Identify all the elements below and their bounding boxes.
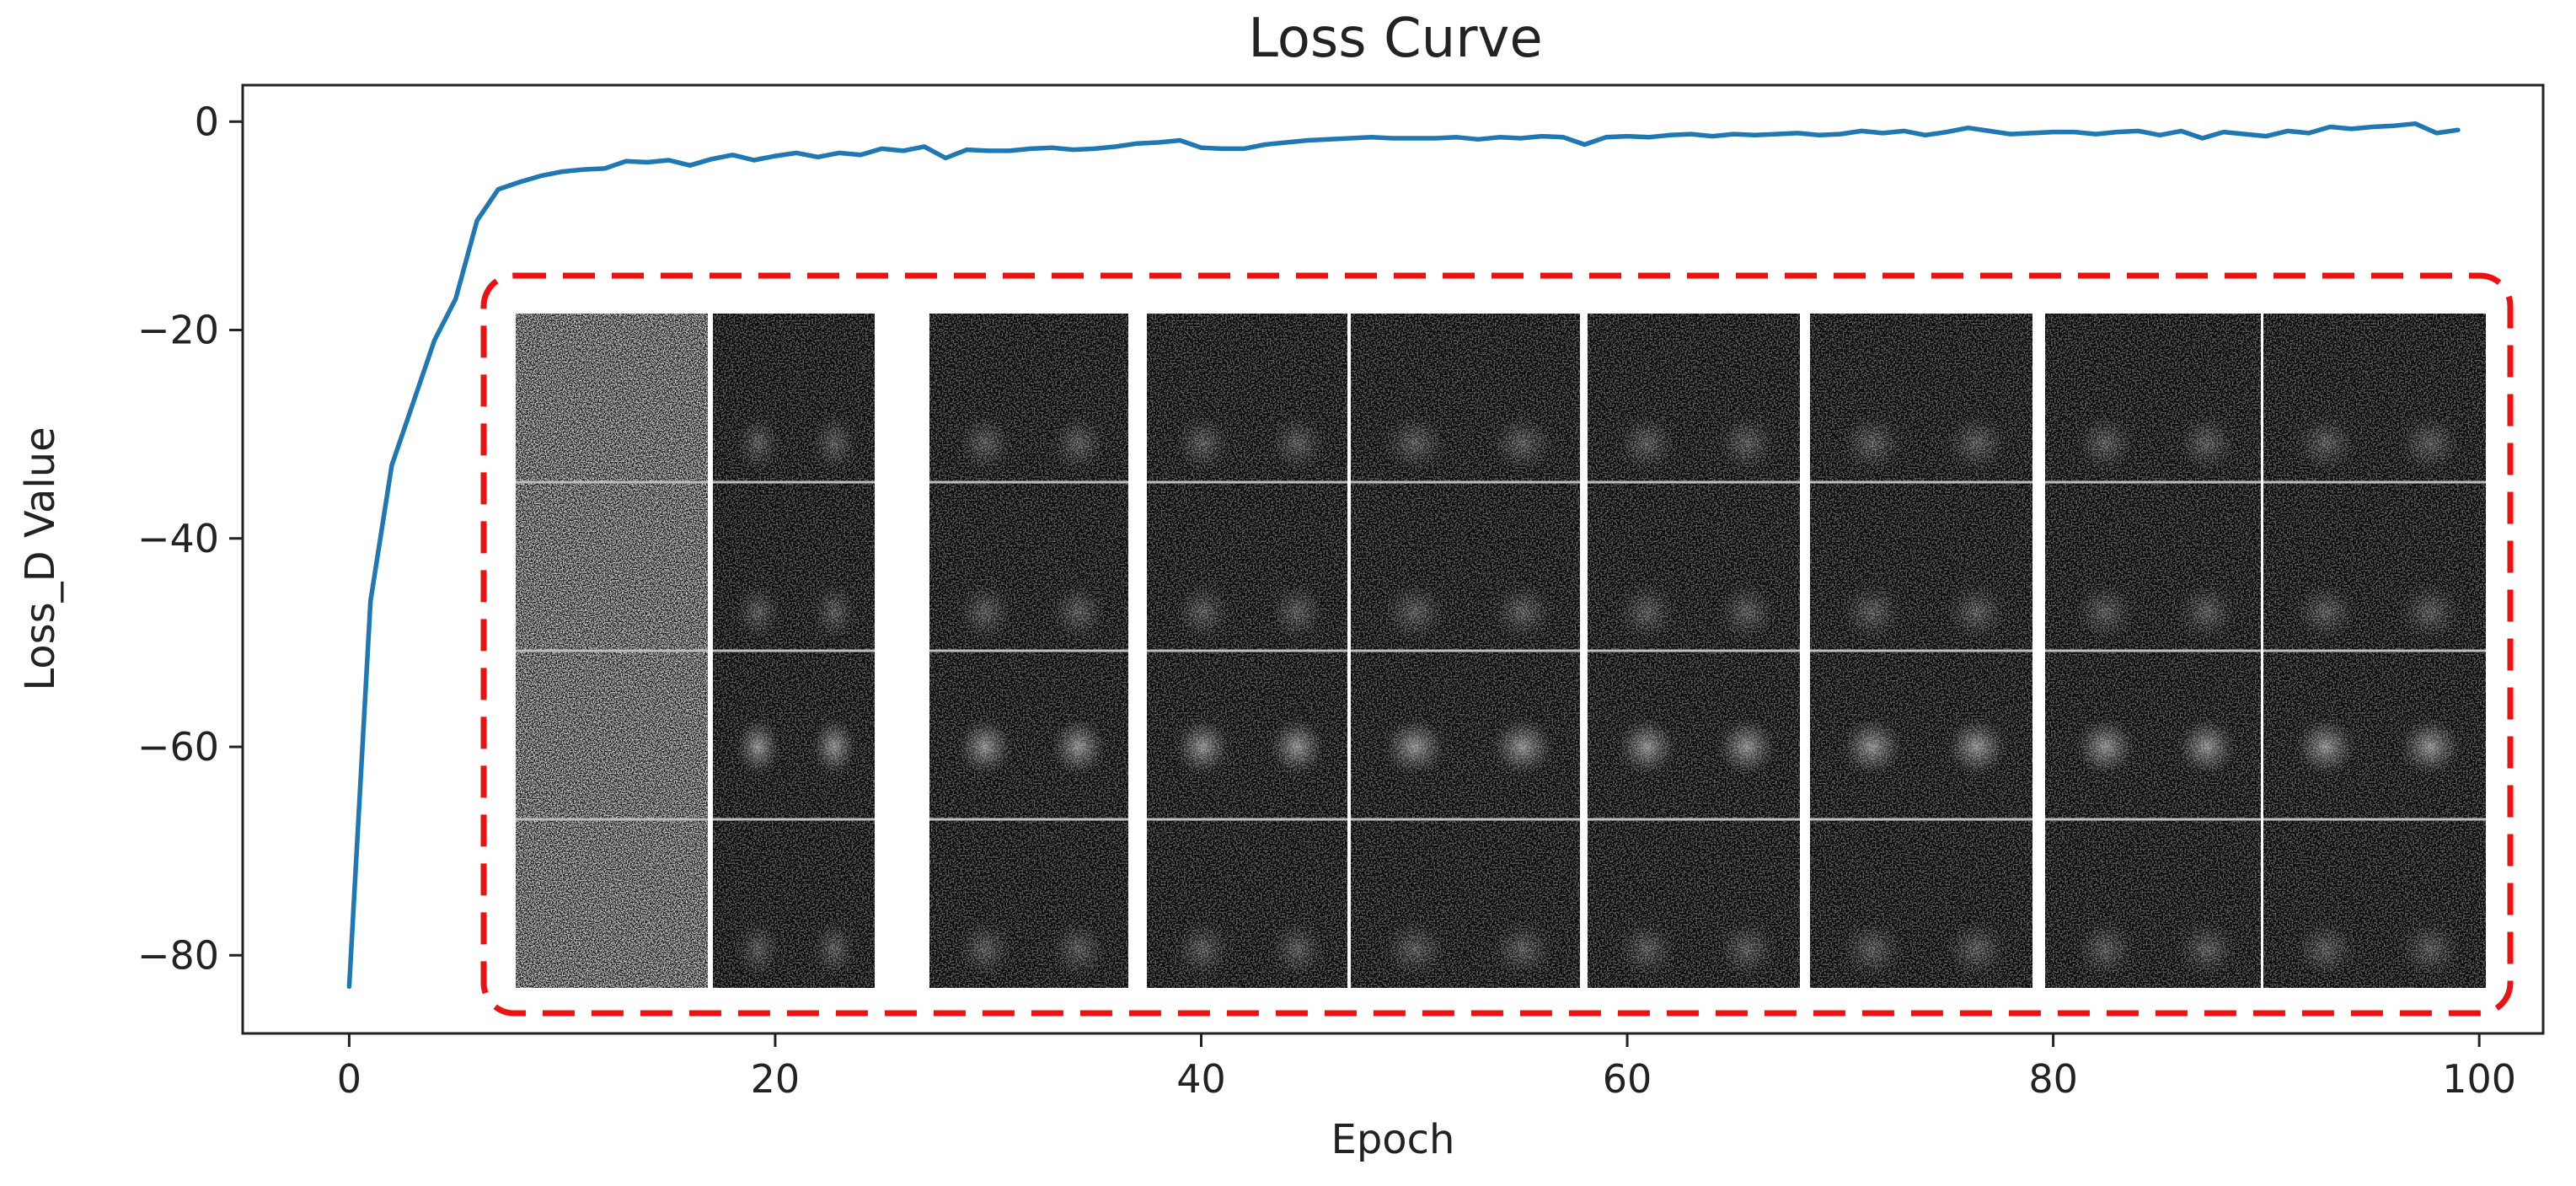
sample-image-column xyxy=(929,314,1133,988)
y-tick-label: −20 xyxy=(137,308,219,353)
y-axis-ticks: 0 −20 −40 −60 −80 xyxy=(137,99,243,978)
sample-image-column xyxy=(2263,314,2491,988)
y-tick-label: −80 xyxy=(137,932,219,978)
sample-image-column xyxy=(1351,314,1585,988)
x-tick-label: 100 xyxy=(2442,1056,2516,1102)
loss-series-line xyxy=(346,121,2461,990)
sample-image-column xyxy=(1810,314,2038,988)
sample-image-column xyxy=(1147,314,1352,988)
sample-image xyxy=(516,482,708,651)
x-tick-label: 20 xyxy=(751,1056,801,1102)
x-axis-title: Epoch xyxy=(1331,1116,1455,1163)
plot-frame xyxy=(241,83,2545,1035)
sample-image xyxy=(516,819,708,988)
x-tick-label: 60 xyxy=(1603,1056,1652,1102)
x-axis-ticks: 0 20 40 60 80 100 xyxy=(337,1033,2516,1102)
sample-image xyxy=(516,651,708,819)
annotation-dashed-box xyxy=(480,272,2514,1017)
y-tick-label: −60 xyxy=(137,724,219,770)
y-tick-label: 0 xyxy=(195,99,219,144)
generated-samples-inset xyxy=(516,314,2491,988)
sample-image xyxy=(516,314,708,482)
y-axis-title: Loss_D Value xyxy=(17,427,64,690)
y-tick-label: −40 xyxy=(137,516,219,561)
chart-title: Loss Curve xyxy=(1248,8,1543,70)
sample-image-column xyxy=(2045,314,2266,988)
x-tick-label: 0 xyxy=(337,1056,361,1102)
sample-image-column xyxy=(713,314,880,988)
x-tick-label: 40 xyxy=(1176,1056,1226,1102)
sample-image-column xyxy=(516,314,713,988)
series-layer xyxy=(346,121,2461,990)
sample-image-column xyxy=(1588,314,1805,988)
x-tick-label: 80 xyxy=(2028,1056,2078,1102)
